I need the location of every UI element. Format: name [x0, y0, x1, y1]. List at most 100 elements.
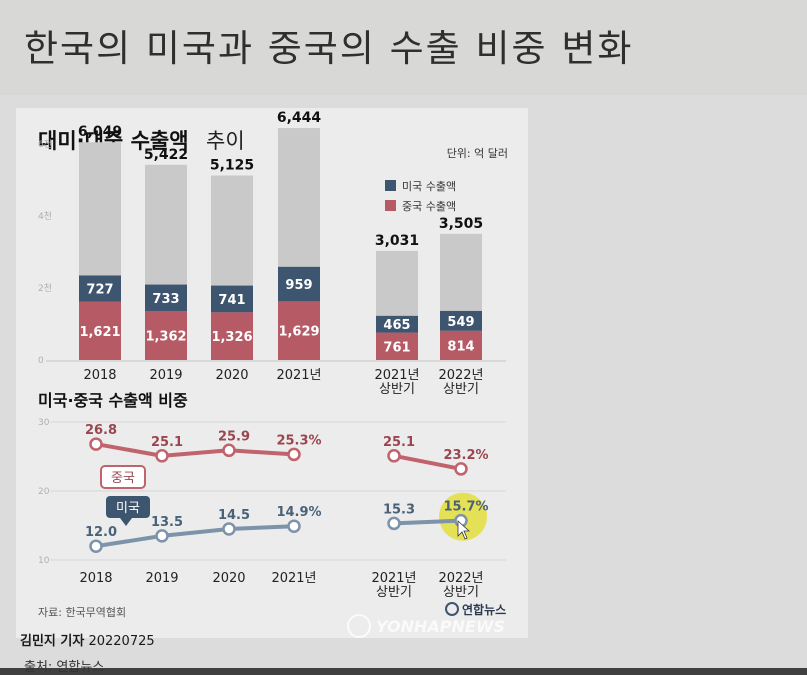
bar-category-label-4-0: 2021년: [374, 368, 419, 383]
slide-title: 한국의 미국과 중국의 수출 비중 변화: [24, 27, 634, 70]
line-category-label-5-1: 상반기: [443, 585, 479, 600]
line-category-label-5-0: 2022년: [438, 571, 483, 586]
reporter-info: 김민지 기자 20220725 출처: 연합뉴스: [20, 628, 540, 675]
line-category-label-3-0: 2021년: [271, 571, 316, 586]
bar-total-label-1: 5,422: [144, 147, 188, 163]
line-china-segment-2: [393, 453, 462, 471]
logo-text: 연합뉴스: [462, 602, 506, 617]
bar-china-label-3: 1,629: [278, 325, 319, 340]
bar-us-3: [278, 266, 320, 302]
line-y-tick-2: 30: [38, 418, 50, 428]
line-category-label-1-0: 2019: [145, 571, 178, 586]
bar-us-label-0: 727: [86, 283, 113, 298]
bar-china-label-0: 1,621: [79, 325, 120, 340]
point-label-china-3: 25.3%: [276, 433, 321, 448]
line-category-label-4-1: 상반기: [376, 585, 412, 600]
point-label-china-0: 26.8: [85, 423, 117, 438]
bar-y-tick-0: 0: [38, 356, 44, 366]
point-label-us-3: 14.9%: [276, 505, 321, 520]
article-source: 출처: 연합뉴스: [24, 660, 105, 675]
point-label-china-2: 25.9: [218, 429, 250, 444]
cursor-icon: [457, 520, 471, 540]
bar-us-1: [145, 284, 187, 311]
tag-us-label: 미국: [116, 501, 140, 516]
bar-y-tick-2: 4천: [38, 211, 52, 222]
bar-total-label-2: 5,125: [210, 158, 254, 174]
bar-y-tick-1: 2천: [38, 283, 52, 294]
reporter-line: 김민지 기자 20220725: [20, 630, 155, 649]
point-label-us-2: 14.5: [218, 508, 250, 523]
bar-us-4: [376, 315, 418, 333]
point-china-5: [454, 462, 468, 476]
source-note: 자료: 한국무역협회: [38, 606, 126, 619]
bar-us-2: [211, 285, 253, 313]
point-us-0: [89, 539, 103, 553]
logo-icon: [445, 602, 459, 616]
bar-chart-title-suffix: 추이: [206, 129, 245, 153]
bar-us-0: [79, 275, 121, 302]
bar-china-0: [79, 301, 121, 360]
bar-chart-unit: 단위: 억 달러: [447, 147, 508, 160]
bar-category-label-0-0: 2018: [83, 368, 116, 383]
line-us-segment-2: [393, 518, 462, 526]
point-us-2: [222, 522, 236, 536]
legend-swatch-china: [385, 200, 396, 211]
bar-total-label-3: 6,444: [277, 110, 322, 126]
point-label-china-4: 25.1: [383, 435, 415, 450]
bar-total-label-5: 3,505: [439, 216, 483, 232]
point-china-1: [155, 449, 169, 463]
reporter-name: 김민지 기자: [20, 634, 85, 649]
point-china-3: [287, 447, 301, 462]
bar-us-label-2: 741: [218, 293, 245, 308]
tag-us-box: [106, 496, 150, 518]
line-y-tick-0: 10: [38, 556, 50, 566]
bar-china-label-2: 1,326: [211, 330, 252, 345]
bar-category-label-5-1: 상반기: [443, 382, 479, 397]
watermark-icon: [347, 614, 371, 638]
line-category-label-2-0: 2020: [212, 571, 245, 586]
watermark-text: YONHAPNEWS: [376, 617, 505, 636]
line-category-label-0-0: 2018: [79, 571, 112, 586]
legend-swatch-us: [385, 180, 396, 191]
bar-category-label-5-0: 2022년: [438, 368, 483, 383]
point-label-us-1: 13.5: [151, 515, 183, 530]
bar-us-5: [440, 310, 482, 331]
bar-category-label-2-0: 2020: [215, 368, 248, 383]
bar-china-label-5: 814: [447, 339, 474, 354]
reporter-date: 20220725: [88, 634, 155, 649]
point-china-4: [387, 449, 401, 463]
bar-y-tick-3: 6천: [38, 139, 52, 150]
line-us-segment-1: [95, 524, 295, 549]
point-label-us-0: 12.0: [85, 525, 117, 540]
bar-total-label-0: 6,049: [78, 124, 122, 140]
point-label-us-4: 15.3: [383, 502, 415, 517]
point-china-2: [222, 443, 236, 458]
bar-china-5: [440, 330, 482, 360]
line-category-label-4-0: 2021년: [371, 571, 416, 586]
infographic-card: 대미·대중 수출액 추이 단위: 억 달러 0 2천 4천 6천 미국 수출액 중국 수출액 6,…: [16, 108, 528, 638]
tag-china-box: [100, 465, 146, 489]
bar-china-label-1: 1,362: [145, 329, 186, 344]
bar-us-label-1: 733: [152, 292, 179, 307]
bar-total-label-4: 3,031: [375, 233, 419, 249]
bar-us-label-3: 959: [285, 278, 312, 293]
point-us-4: [387, 516, 401, 531]
line-china-segment-1: [95, 442, 295, 458]
point-china-0: [89, 437, 103, 451]
bar-us-label-4: 465: [383, 318, 410, 333]
legend-label-china: 중국 수출액: [402, 200, 456, 213]
bar-china-label-4: 761: [383, 340, 410, 355]
tag-us-pointer: [120, 518, 132, 526]
point-us-3: [287, 519, 301, 533]
tag-china-label: 중국: [111, 471, 135, 486]
point-label-china-5: 23.2%: [443, 448, 488, 463]
line-y-tick-1: 20: [38, 487, 50, 497]
line-chart-title: 미국·중국 수출액 비중: [38, 391, 188, 410]
bar-china-1: [145, 310, 187, 360]
bar-china-2: [211, 312, 253, 360]
point-us-1: [155, 529, 169, 543]
bar-china-3: [278, 301, 320, 360]
point-label-china-1: 25.1: [151, 435, 183, 450]
bar-category-label-3-0: 2021년: [276, 368, 321, 383]
